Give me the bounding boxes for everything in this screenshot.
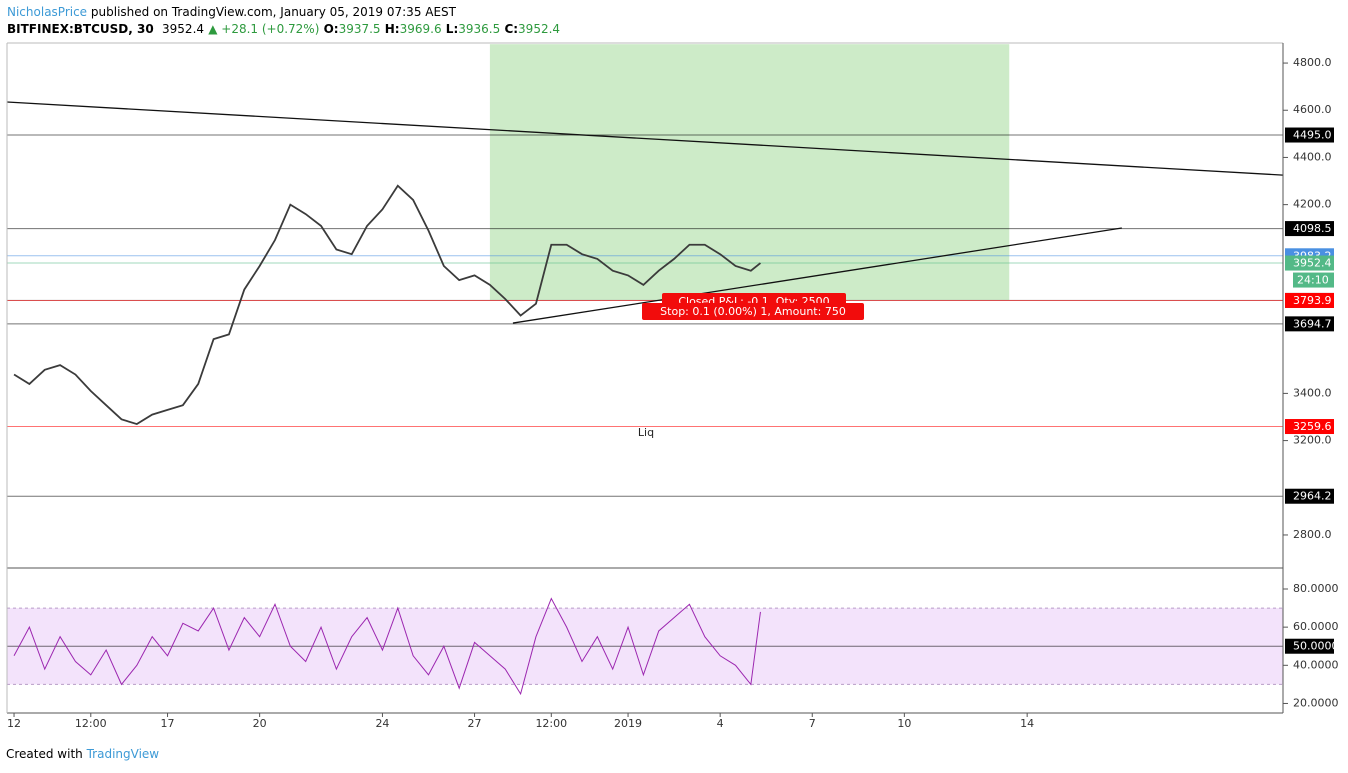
o-label: O: (323, 22, 339, 36)
price-label: 3952.4 (1293, 257, 1332, 270)
y-tick-label: 4400.0 (1293, 150, 1332, 163)
price-label: 3793.9 (1293, 294, 1332, 307)
c-label: C: (504, 22, 519, 36)
high: 3969.6 (399, 22, 442, 36)
y-tick-label: 4200.0 (1293, 198, 1332, 211)
h-label: H: (384, 22, 400, 36)
x-tick-label: 4 (717, 717, 724, 730)
series-line (13, 597, 761, 696)
author[interactable]: NicholasPrice (7, 5, 88, 19)
annotation: Liq (638, 426, 654, 439)
countdown: 24:10 (1297, 274, 1329, 287)
countdown-box (1293, 272, 1334, 288)
price-label-box (1285, 292, 1334, 308)
l-label: L: (445, 22, 459, 36)
price-label-box (1285, 255, 1334, 271)
last: 3952.4 (162, 22, 205, 36)
footer: Created with TradingView (6, 747, 159, 761)
symbol-line: BITFINEX:BTCUSD, 30 3952.4 ▲ +28.1 (+0.7… (7, 22, 560, 36)
price-label: 2964.2 (1293, 490, 1332, 503)
x-tick-label: 10 (897, 717, 911, 730)
y-tick-label: 20.0000 (1293, 696, 1339, 709)
x-tick-label: 24 (375, 717, 389, 730)
series-line (13, 184, 762, 426)
published: published on TradingView.com, January 05… (87, 5, 457, 19)
open: 3937.5 (338, 22, 381, 36)
x-tick-label: 27 (468, 717, 482, 730)
order-label: Stop: 0.1 (0.00%) 1, Amount: 750 (660, 305, 846, 318)
y-tick-label: 3400.0 (1293, 386, 1332, 399)
y-tick-label: 40.0000 (1293, 658, 1339, 671)
target-zone (489, 44, 1010, 300)
price-label: 4495.0 (1293, 129, 1332, 142)
x-tick-label: 12:00 (535, 717, 567, 730)
y-tick-label: 4800.0 (1293, 56, 1332, 69)
price-label-box (1285, 221, 1334, 237)
y-tick-label: 3200.0 (1293, 434, 1332, 447)
close: 3952.4 (518, 22, 561, 36)
x-tick-label: 20 (253, 717, 267, 730)
price-label-box (1285, 419, 1334, 435)
price-label: 3694.7 (1293, 317, 1332, 330)
x-tick-label: 12:00 (75, 717, 107, 730)
trendline (512, 227, 1122, 324)
trendline (6, 101, 1284, 176)
low: 3936.5 (458, 22, 501, 36)
price-label-box (1285, 316, 1334, 332)
brand[interactable]: TradingView (86, 747, 160, 761)
x-tick-label: 17 (161, 717, 175, 730)
x-tick-label: 14 (1020, 717, 1034, 730)
price-label-box (1285, 638, 1334, 654)
price-label-box (1285, 488, 1334, 504)
price-label: 4098.5 (1293, 222, 1332, 235)
y-tick-label: 4600.0 (1293, 103, 1332, 116)
symbol: BITFINEX:BTCUSD, 30 (7, 22, 154, 36)
x-tick-label: 7 (809, 717, 816, 730)
x-tick-label: 2019 (614, 717, 642, 730)
order-box (642, 303, 864, 320)
y-tick-label: 80.0000 (1293, 582, 1339, 595)
created-with: Created with (6, 747, 83, 761)
header-line: NicholasPrice published on TradingView.c… (7, 5, 456, 19)
y-tick-label: 60.0000 (1293, 620, 1339, 633)
price-label-box (1285, 127, 1334, 143)
price-label: 50.0000 (1293, 640, 1339, 653)
price-label: 3259.6 (1293, 420, 1332, 433)
y-tick-label: 2800.0 (1293, 528, 1332, 541)
x-tick-label: 12 (7, 717, 21, 730)
change: ▲ +28.1 (+0.72%) (208, 22, 320, 36)
